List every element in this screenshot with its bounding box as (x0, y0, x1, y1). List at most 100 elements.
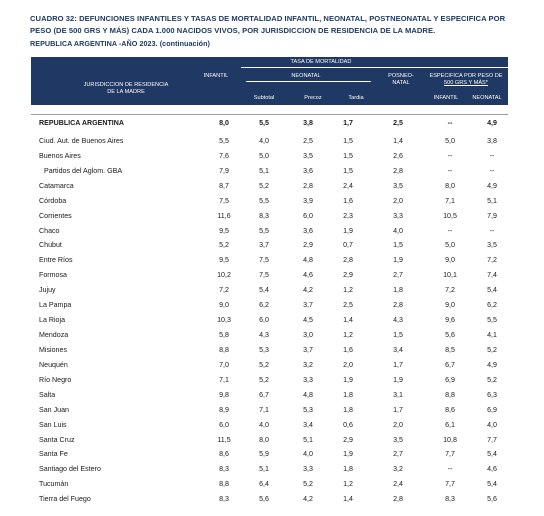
cell-infantil: 9,0 (219, 301, 229, 310)
cell-infantil: 6,0 (219, 420, 229, 429)
cell-infantil: 8,9 (219, 405, 229, 414)
title-line-2: PESO (DE 500 GRS Y MÁS) CADA 1.000 NACID… (30, 25, 436, 35)
cell-jurisdiccion: Salta (39, 390, 56, 399)
header-posneo-1: POSNEO- (388, 73, 414, 79)
cell-esp-neonatal: 5,6 (487, 495, 497, 504)
cell-subtotal: 5,4 (259, 286, 269, 295)
table-row: Río Negro 7,1 5,2 3,3 1,9 1,9 6,9 5,2 (31, 373, 508, 388)
table-title: CUADRO 32: DEFUNCIONES INFANTILES Y TASA… (30, 13, 535, 49)
cell-esp-neonatal: -- (489, 226, 495, 235)
cell-precoz: 4,8 (303, 390, 313, 399)
table-row: Santa Cruz 11,5 8,0 5,1 2,9 3,5 10,8 7,7 (31, 433, 508, 448)
header-esp-infantil: INFANTIL (433, 95, 459, 101)
cell-jurisdiccion: Jujuy (39, 286, 56, 295)
cell-posneonatal: 3,1 (393, 390, 403, 399)
header-tardia: Tardia (348, 95, 364, 101)
cell-infantil: 7,9 (219, 166, 229, 175)
cell-precoz: 5,3 (303, 405, 313, 414)
cell-jurisdiccion: Neuquén (39, 360, 68, 369)
cell-esp-infantil: 5,0 (445, 241, 455, 250)
header-neonatal: NEONATAL (291, 73, 321, 79)
cell-tardia: 1,6 (343, 345, 353, 354)
cell-precoz: 3,9 (303, 196, 313, 205)
header-subtotal: Subtotal (253, 95, 275, 101)
cell-jurisdiccion: Córdoba (39, 196, 67, 205)
cell-posneonatal: 3,5 (393, 181, 403, 190)
table-row: San Juan 8,9 7,1 5,3 1,8 1,7 8,6 6,9 (31, 403, 508, 418)
cell-jurisdiccion: Chaco (39, 226, 60, 235)
cell-tardia: 1,6 (343, 196, 353, 205)
cell-tardia: 0,6 (343, 420, 353, 429)
cell-precoz: 4,2 (303, 286, 313, 295)
cell-posneonatal: 1,5 (393, 331, 403, 340)
cell-tardia: 2,9 (343, 271, 353, 280)
cell-jurisdiccion: Santa Fe (39, 450, 68, 459)
cell-subtotal: 4,0 (259, 420, 269, 429)
cell-subtotal: 5,2 (259, 181, 269, 190)
cell-precoz: 2,8 (303, 181, 313, 190)
cell-tardia: 1,8 (343, 390, 353, 399)
header-precoz: Precoz (304, 95, 322, 101)
cell-esp-neonatal: 7,2 (487, 256, 497, 265)
cell-infantil: 8,3 (219, 465, 229, 474)
table-row: Misiones 8,8 5,3 3,7 1,6 3,4 8,5 5,2 (31, 343, 508, 358)
cell-infantil: 5,2 (219, 241, 229, 250)
header-tasa: TASA DE MORTALIDAD (290, 59, 352, 65)
cell-precoz: 3,6 (303, 166, 313, 175)
cell-tardia: 1,5 (343, 151, 353, 160)
header-especifica-1: ESPECIFICA POR PESO DE (429, 73, 503, 79)
cell-posneonatal: 2,7 (393, 450, 403, 459)
cell-posneonatal: 1,8 (393, 286, 403, 295)
cell-jurisdiccion: REPUBLICA ARGENTINA (39, 119, 124, 127)
cell-precoz: 5,2 (303, 480, 313, 489)
cell-jurisdiccion: Santiago del Estero (39, 465, 101, 474)
cell-precoz: 4,5 (303, 316, 313, 325)
cell-infantil: 8,3 (219, 495, 229, 504)
cell-esp-infantil: 8,3 (445, 495, 455, 504)
cell-precoz: 3,7 (303, 345, 313, 354)
header-jurisdiccion-1: JURISDICCION DE RESIDENCIA (83, 82, 169, 88)
cell-esp-neonatal: 4,9 (487, 181, 497, 190)
table-row: Santa Fe 8,6 5,9 4,0 1,9 2,7 7,7 5,4 (31, 447, 508, 462)
cell-esp-neonatal: 7,7 (487, 435, 497, 444)
table-row: San Luis 6,0 4,0 3,4 0,6 2,0 6,1 4,0 (31, 418, 508, 433)
cell-precoz: 3,5 (303, 151, 313, 160)
cell-esp-neonatal: 7,4 (487, 271, 497, 280)
cell-precoz: 4,6 (303, 271, 313, 280)
cell-tardia: 1,2 (343, 286, 353, 295)
cell-precoz: 4,2 (303, 495, 313, 504)
cell-esp-infantil: -- (447, 465, 453, 474)
cell-infantil: 10,2 (217, 271, 231, 280)
cell-tardia: 2,3 (343, 211, 353, 220)
cell-infantil: 8,0 (219, 119, 229, 127)
cell-precoz: 6,0 (303, 211, 313, 220)
cell-esp-infantil: 6,7 (445, 360, 455, 369)
cell-tardia: 0,7 (343, 241, 353, 250)
cell-precoz: 4,8 (303, 256, 313, 265)
cell-tardia: 1,2 (343, 331, 353, 340)
cell-subtotal: 6,2 (259, 301, 269, 310)
cell-tardia: 1,2 (343, 480, 353, 489)
cell-posneonatal: 2,8 (393, 495, 403, 504)
cell-tardia: 1,5 (343, 166, 353, 175)
header-divider-neonatal (246, 81, 371, 82)
cell-esp-infantil: 8,8 (445, 390, 455, 399)
cell-jurisdiccion: Entre Ríos (39, 256, 73, 265)
cell-jurisdiccion: Chubut (39, 241, 62, 250)
cell-esp-infantil: 9,0 (445, 256, 455, 265)
header-divider-tasa (241, 67, 508, 68)
cell-esp-infantil: -- (447, 119, 453, 127)
cell-jurisdiccion: Misiones (39, 345, 67, 354)
table-row: Corrientes 11,6 8,3 6,0 2,3 3,3 10,5 7,9 (31, 209, 508, 224)
cell-esp-neonatal: 6,9 (487, 405, 497, 414)
cell-posneonatal: 2,0 (393, 420, 403, 429)
cell-infantil: 8,8 (219, 480, 229, 489)
cell-tardia: 1,9 (343, 226, 353, 235)
cell-precoz: 3,3 (303, 465, 313, 474)
cell-esp-infantil: 7,2 (445, 286, 455, 295)
table-row: Entre Ríos 9,5 7,5 4,8 2,8 1,9 9,0 7,2 (31, 253, 508, 268)
cell-esp-neonatal: 6,3 (487, 390, 497, 399)
cell-infantil: 7,5 (219, 196, 229, 205)
table-row: Formosa 10,2 7,5 4,6 2,9 2,7 10,1 7,4 (31, 268, 508, 283)
cell-esp-infantil: -- (447, 151, 453, 160)
